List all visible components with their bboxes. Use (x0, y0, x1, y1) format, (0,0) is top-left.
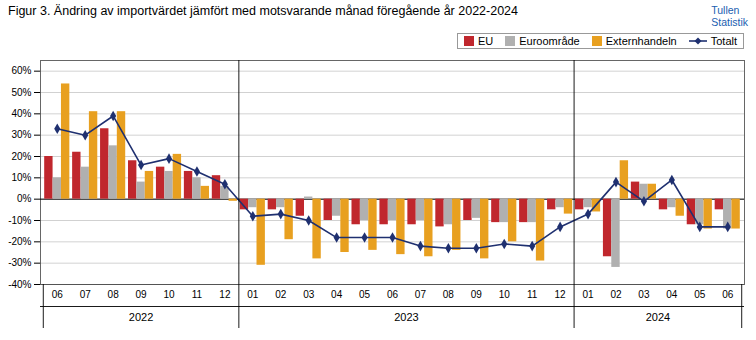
svg-text:-20%: -20% (8, 236, 31, 247)
svg-text:03: 03 (303, 289, 315, 300)
svg-text:08: 08 (443, 289, 455, 300)
html-text:Figur 3. Ändring av importvärd: Figur 3. Ändring av importvärdet jämfört… (8, 4, 518, 18)
svg-text:2024: 2024 (646, 311, 670, 323)
svg-text:04: 04 (666, 289, 678, 300)
svg-text:10: 10 (163, 289, 175, 300)
svg-text:04: 04 (331, 289, 343, 300)
html-text:Totalt: Totalt (710, 35, 737, 47)
svg-text:01: 01 (247, 289, 259, 300)
svg-text:05: 05 (359, 289, 371, 300)
svg-text:-30%: -30% (8, 257, 31, 268)
svg-text:10%: 10% (11, 172, 31, 183)
svg-text:05: 05 (694, 289, 706, 300)
svg-text:06: 06 (722, 289, 734, 300)
html-text:EU: EU (477, 35, 494, 47)
html-text:Euroområde: Euroområde (519, 35, 580, 47)
html-text:Externhandeln: Externhandeln (605, 35, 677, 47)
svg-text:20%: 20% (11, 151, 31, 162)
svg-text:03: 03 (638, 289, 650, 300)
svg-text:06: 06 (52, 289, 64, 300)
html-text:Tullen Statistik: Tullen Statistik (711, 4, 748, 29)
svg-text:02: 02 (275, 289, 287, 300)
svg-text:07: 07 (80, 289, 92, 300)
svg-text:2023: 2023 (394, 311, 418, 323)
svg-text:02: 02 (610, 289, 622, 300)
svg-text:06: 06 (387, 289, 399, 300)
svg-text:40%: 40% (11, 108, 31, 119)
svg-text:11: 11 (192, 289, 203, 300)
svg-text:60%: 60% (11, 65, 31, 76)
svg-text:01: 01 (582, 289, 594, 300)
svg-text:09: 09 (136, 289, 148, 300)
svg-text:11: 11 (527, 289, 538, 300)
svg-text:30%: 30% (11, 129, 31, 140)
svg-text:08: 08 (108, 289, 120, 300)
svg-text:12: 12 (219, 289, 231, 300)
svg-text:-10%: -10% (8, 215, 31, 226)
svg-text:50%: 50% (11, 87, 31, 98)
svg-text:-40%: -40% (8, 279, 31, 290)
svg-text:12: 12 (555, 289, 567, 300)
svg-text:07: 07 (415, 289, 427, 300)
svg-text:09: 09 (471, 289, 483, 300)
svg-text:0%: 0% (17, 193, 32, 204)
svg-text:2022: 2022 (129, 311, 153, 323)
svg-text:10: 10 (499, 289, 511, 300)
